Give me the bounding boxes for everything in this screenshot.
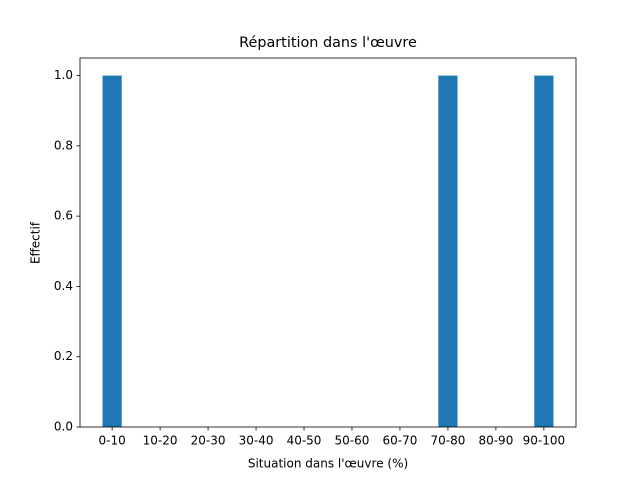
y-tick-label: 0.6 bbox=[54, 209, 73, 223]
x-tick-label: 80-90 bbox=[478, 434, 513, 448]
x-tick-label: 0-10 bbox=[99, 434, 126, 448]
x-tick-label: 60-70 bbox=[383, 434, 418, 448]
x-tick-label: 10-20 bbox=[143, 434, 178, 448]
x-tick-label: 40-50 bbox=[287, 434, 322, 448]
y-axis-label: Effectif bbox=[29, 221, 43, 264]
y-tick-label: 0.0 bbox=[54, 420, 73, 434]
y-tick-label: 0.4 bbox=[54, 279, 73, 293]
x-axis-label: Situation dans l'œuvre (%) bbox=[248, 457, 408, 471]
x-tick-label: 20-30 bbox=[191, 434, 226, 448]
x-tick-label: 50-60 bbox=[335, 434, 370, 448]
bar bbox=[438, 75, 458, 428]
x-tick-label: 90-100 bbox=[523, 434, 566, 448]
chart-title: Répartition dans l'œuvre bbox=[239, 35, 417, 51]
bar bbox=[534, 75, 554, 428]
bar bbox=[102, 75, 122, 428]
y-tick-label: 1.0 bbox=[54, 68, 73, 82]
x-tick-label: 70-80 bbox=[430, 434, 465, 448]
y-tick-label: 0.2 bbox=[54, 349, 73, 363]
plot-frame bbox=[79, 57, 577, 428]
x-tick-label: 30-40 bbox=[239, 434, 274, 448]
y-tick-label: 0.8 bbox=[54, 138, 73, 152]
